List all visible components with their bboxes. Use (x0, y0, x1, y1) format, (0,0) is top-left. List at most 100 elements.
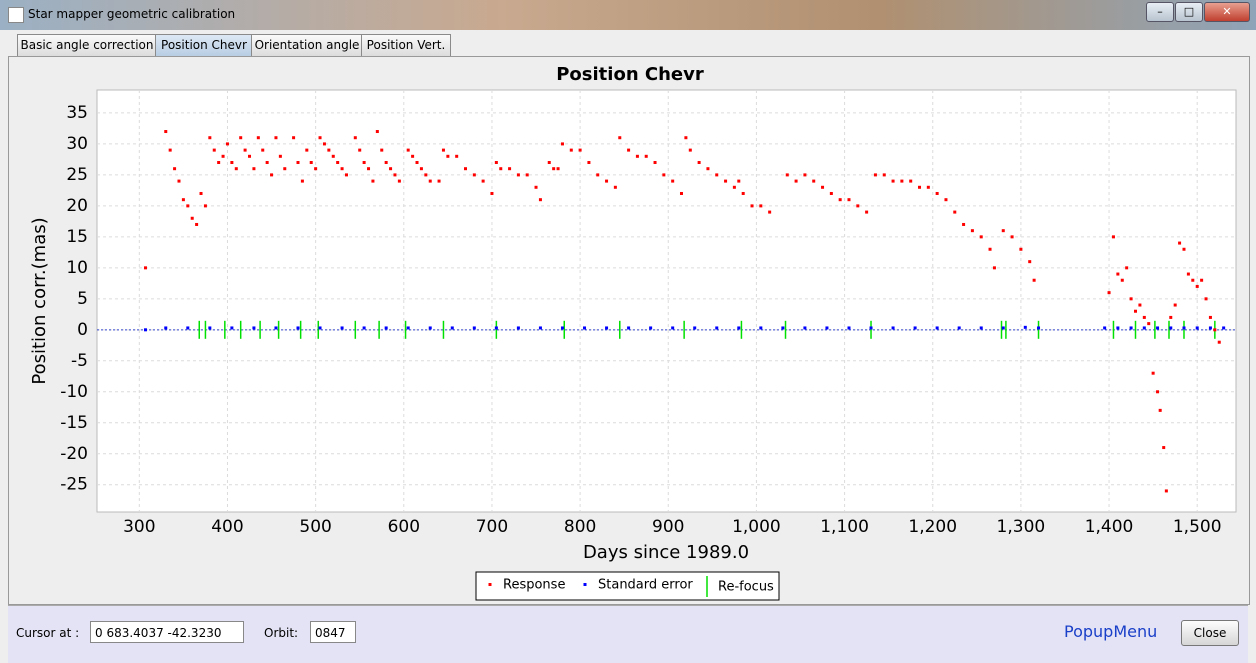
legend-marker (583, 583, 587, 586)
legend-label: Standard error (598, 578, 693, 593)
data-point (265, 161, 269, 165)
data-point (869, 326, 873, 330)
y-tick-label: 0 (77, 320, 88, 340)
data-point (428, 326, 432, 330)
tab[interactable]: Position Vert. (361, 34, 451, 56)
data-point (428, 179, 432, 183)
data-point (569, 148, 573, 152)
data-point (759, 326, 763, 330)
data-point (292, 136, 296, 140)
data-point (490, 191, 494, 195)
data-point (508, 167, 512, 171)
data-point (715, 173, 719, 177)
data-point (1023, 325, 1027, 329)
data-point (464, 167, 467, 171)
cursor-field[interactable]: 0 683.4037 -42.3230 (90, 621, 244, 643)
data-point (1107, 291, 1111, 295)
data-point (494, 326, 498, 330)
data-point (406, 148, 410, 152)
data-point (274, 136, 278, 140)
data-point (1195, 326, 1199, 330)
plot-area (96, 89, 1237, 513)
data-point (1182, 247, 1186, 251)
data-point (970, 229, 974, 233)
tab[interactable]: Orientation angle (251, 34, 363, 56)
data-point (415, 161, 419, 165)
data-point (481, 179, 485, 183)
data-point (560, 142, 564, 146)
y-tick-label: -25 (60, 475, 88, 495)
data-point (525, 173, 529, 177)
orbit-field[interactable]: 0847 (310, 621, 356, 643)
tab[interactable]: Basic angle correction (17, 34, 157, 56)
data-point (715, 326, 719, 330)
data-point (278, 154, 282, 158)
data-point (472, 173, 476, 177)
data-point (644, 154, 648, 158)
data-point (446, 154, 450, 158)
data-point (1142, 315, 1146, 319)
app-icon (8, 7, 24, 23)
tab[interactable]: Position Chevr (155, 34, 253, 56)
maximize-button[interactable]: □ (1175, 2, 1203, 22)
data-point (362, 161, 366, 165)
popup-menu[interactable]: PopupMenu (1064, 622, 1158, 641)
data-point (1129, 297, 1133, 301)
data-point (953, 210, 957, 214)
data-point (662, 173, 666, 177)
data-point (173, 167, 177, 171)
data-point (781, 326, 785, 330)
data-point (424, 173, 428, 177)
data-point (759, 204, 763, 208)
data-point (494, 161, 498, 165)
data-point (556, 167, 560, 171)
data-point (1120, 278, 1124, 282)
data-point (1129, 326, 1133, 330)
data-point (296, 161, 300, 165)
data-point (243, 148, 247, 152)
data-point (181, 198, 185, 202)
minimize-button[interactable]: – (1146, 2, 1174, 22)
data-point (143, 328, 147, 332)
data-point (318, 136, 322, 140)
data-point (190, 216, 194, 220)
data-point (1125, 266, 1129, 270)
data-point (300, 179, 304, 183)
data-point (230, 326, 234, 330)
data-point (217, 161, 221, 165)
data-point (208, 136, 212, 140)
data-point (384, 326, 388, 330)
data-point (1111, 235, 1115, 239)
data-point (1134, 309, 1137, 313)
data-point (340, 167, 344, 171)
close-button[interactable]: Close (1181, 620, 1239, 646)
y-tick-label: -20 (60, 444, 88, 464)
y-tick-label: 35 (66, 103, 88, 123)
close-window-button[interactable]: ✕ (1204, 2, 1250, 22)
data-point (221, 154, 225, 158)
data-point (847, 198, 851, 202)
data-point (296, 326, 300, 330)
data-point (1001, 326, 1005, 330)
data-point (164, 326, 168, 330)
data-point (706, 167, 710, 171)
data-point (1217, 340, 1221, 344)
data-point (957, 326, 961, 330)
data-point (1010, 235, 1014, 239)
data-point (252, 326, 256, 330)
data-point (962, 222, 966, 226)
data-point (143, 266, 147, 270)
data-point (256, 136, 260, 140)
x-tick-label: 1,100 (820, 517, 869, 537)
data-point (1169, 315, 1173, 319)
data-point (1195, 284, 1199, 288)
data-point (305, 148, 309, 152)
data-point (605, 179, 609, 183)
data-point (534, 185, 538, 189)
x-tick-label: 300 (123, 517, 155, 537)
data-point (450, 326, 454, 330)
data-point (212, 148, 216, 152)
data-point (384, 161, 388, 165)
y-tick-label: -10 (60, 382, 88, 402)
data-point (1156, 326, 1160, 330)
